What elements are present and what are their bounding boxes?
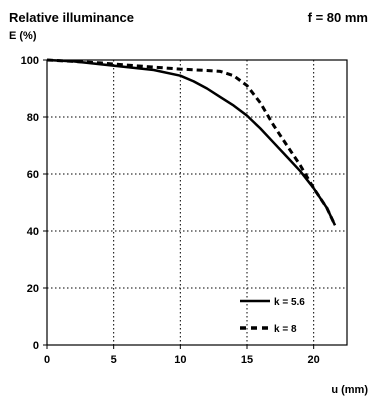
series-line-2 <box>46 58 337 226</box>
x-tick-label-15: 15 <box>241 354 253 366</box>
axes <box>43 59 348 349</box>
series-lines <box>46 58 337 226</box>
legend-label-1: k = 5.6 <box>274 297 305 308</box>
y-tick-label-80: 80 <box>27 112 39 124</box>
x-tick-label-5: 5 <box>111 354 117 366</box>
chart-title: Relative illuminance <box>9 10 134 25</box>
plot-frame <box>46 59 348 346</box>
y-tick-label-100: 100 <box>21 55 39 67</box>
y-tick-label-0: 0 <box>33 340 39 352</box>
legend: k = 5.6 k = 8 <box>240 297 305 335</box>
tick-labels: 0 5 10 15 20 0 20 40 60 80 100 <box>21 55 320 366</box>
series-line-1 <box>46 58 337 226</box>
y-tick-label-60: 60 <box>27 169 39 181</box>
y-tick-label-20: 20 <box>27 283 39 295</box>
x-axis-label: u (mm) <box>331 384 368 396</box>
x-tick-label-10: 10 <box>174 354 186 366</box>
x-tick-label-0: 0 <box>44 354 50 366</box>
y-tick-label-40: 40 <box>27 226 39 238</box>
y-axis-label: E (%) <box>9 30 37 42</box>
grid <box>47 59 347 345</box>
focal-length-label: f = 80 mm <box>308 10 368 25</box>
x-tick-label-20: 20 <box>308 354 320 366</box>
legend-label-2: k = 8 <box>274 324 297 335</box>
